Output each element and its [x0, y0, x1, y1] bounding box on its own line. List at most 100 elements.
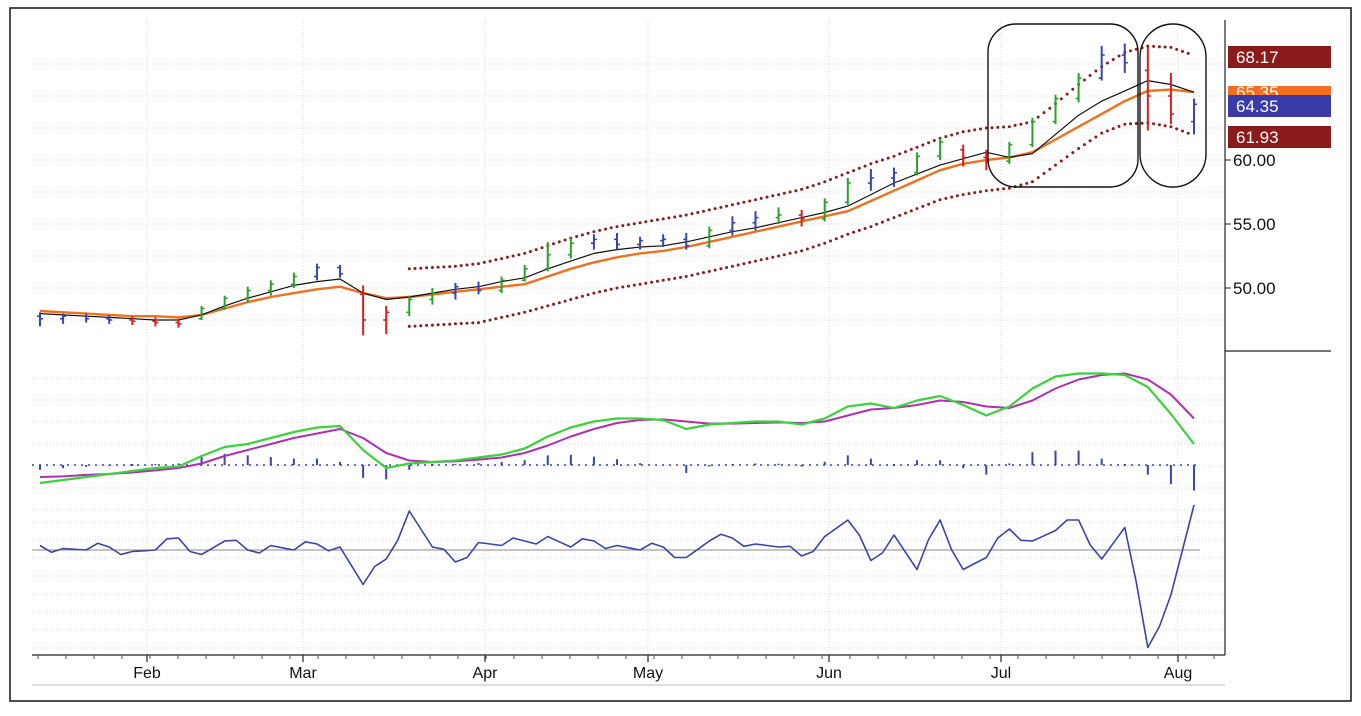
envelope-upper-dot	[1134, 47, 1138, 51]
envelope-upper-dot	[892, 154, 896, 158]
price-bar	[960, 144, 967, 167]
envelope-upper-dot	[788, 190, 792, 194]
envelope-lower-dot	[725, 266, 729, 269]
envelope-lower-dot	[696, 272, 700, 276]
envelope-upper-dot	[667, 216, 671, 220]
envelope-lower-dot	[586, 293, 590, 297]
envelope-lower-dot	[1002, 187, 1006, 191]
envelope-upper-dot	[621, 224, 625, 228]
envelope-lower-dot	[857, 228, 861, 232]
envelope-upper-dot	[1146, 44, 1150, 48]
price-bar	[1121, 43, 1128, 73]
price-bar	[1144, 47, 1151, 131]
x-tick-label: Jun	[816, 665, 842, 682]
envelope-lower-dot	[644, 281, 648, 285]
envelope-lower-dot	[632, 283, 636, 287]
envelope-lower-dot	[517, 312, 521, 316]
y-tick-label: 55.00	[1233, 215, 1276, 234]
envelope-upper-dot	[898, 152, 902, 156]
y-tick-label: 50.00	[1233, 279, 1276, 298]
envelope-lower-dot	[713, 268, 717, 272]
envelope-lower-dot	[875, 222, 879, 226]
envelope-upper-dot	[604, 227, 607, 231]
envelope-upper-dot	[517, 253, 521, 257]
envelope-upper-dot	[927, 141, 931, 145]
envelope-lower-dot	[511, 313, 515, 317]
envelope-lower-dot	[673, 276, 677, 280]
envelope-lower-dot	[1111, 127, 1115, 131]
envelope-lower-dot	[425, 323, 429, 327]
envelope-lower-dot	[419, 324, 423, 328]
envelope-upper-dot	[863, 164, 867, 168]
envelope-upper-dot	[904, 150, 907, 154]
envelope-lower-dot	[1082, 143, 1086, 147]
envelope-upper-dot	[430, 266, 434, 269]
envelope-upper-dot	[1105, 61, 1109, 65]
envelope-lower-dot	[742, 262, 746, 266]
price-badge-label: 68.17	[1236, 48, 1279, 67]
price-bar	[590, 234, 597, 250]
envelope-lower-dot	[482, 319, 486, 323]
envelope-upper-dot	[1048, 106, 1052, 110]
envelope-lower-dot	[898, 213, 902, 217]
envelope-upper-dot	[1111, 58, 1115, 61]
envelope-upper-dot	[1157, 45, 1161, 49]
envelope-upper-dot	[1002, 125, 1006, 129]
envelope-lower-dot	[904, 211, 907, 215]
envelope-upper-dot	[725, 204, 729, 208]
envelope-lower-dot	[921, 204, 925, 208]
envelope-upper-dot	[829, 178, 832, 181]
envelope-upper-dot	[990, 126, 994, 130]
y-tick-label: 60.00	[1233, 151, 1276, 170]
envelope-lower-dot	[598, 290, 602, 294]
price-bars	[37, 43, 1197, 336]
envelope-lower-dot	[880, 220, 884, 224]
envelope-upper	[407, 44, 1190, 271]
envelope-upper-dot	[477, 262, 480, 266]
envelope-lower-dot	[638, 282, 642, 286]
envelope-upper-dot	[944, 135, 948, 139]
envelope-upper-dot	[1186, 51, 1190, 55]
price-bar	[290, 272, 297, 288]
envelope-upper-dot	[575, 235, 579, 238]
price-bar	[1167, 72, 1174, 125]
envelope-upper-dot	[777, 193, 781, 197]
envelope-lower-dot	[973, 191, 977, 195]
envelope-lower-dot	[1036, 176, 1040, 180]
envelope-lower-dot	[869, 225, 873, 229]
envelope-lower-dot	[707, 269, 711, 273]
envelope-upper-dot	[713, 207, 717, 211]
envelope-lower-dot	[950, 195, 954, 199]
envelope-upper-dot	[609, 226, 613, 230]
envelope-lower-dot	[823, 241, 827, 245]
envelope-lower-dot	[852, 230, 856, 234]
envelope-lower-dot	[580, 294, 584, 298]
price-bar	[452, 282, 459, 300]
price-bar	[521, 264, 528, 282]
envelope-lower-dot	[702, 271, 705, 275]
envelope-lower-dot	[661, 278, 665, 282]
envelope-upper-dot	[407, 267, 411, 271]
envelope-upper-dot	[419, 266, 423, 270]
envelope-lower-dot	[829, 239, 832, 243]
envelope-lower-dot	[679, 275, 682, 279]
envelope-lower-dot	[817, 243, 821, 247]
envelope-upper-dot	[442, 265, 446, 269]
envelope-lower-dot	[1030, 180, 1034, 184]
envelope-upper-dot	[488, 259, 492, 263]
price-bar	[1191, 98, 1197, 135]
price-bar	[821, 198, 828, 222]
envelope-upper-dot	[696, 211, 700, 214]
envelope-lower-dot	[748, 260, 752, 264]
envelope-lower-dot	[730, 264, 734, 268]
envelope-upper-dot	[592, 230, 596, 234]
ema-slow-line	[39, 88, 1195, 319]
momentum-line	[39, 504, 1195, 649]
envelope-lower-dot	[575, 296, 579, 300]
envelope-lower-dot	[996, 187, 1000, 191]
envelope-lower-dot	[1129, 122, 1132, 126]
envelope-upper-dot	[453, 264, 457, 268]
price-bar	[429, 288, 436, 305]
envelope-lower-dot	[615, 286, 619, 290]
